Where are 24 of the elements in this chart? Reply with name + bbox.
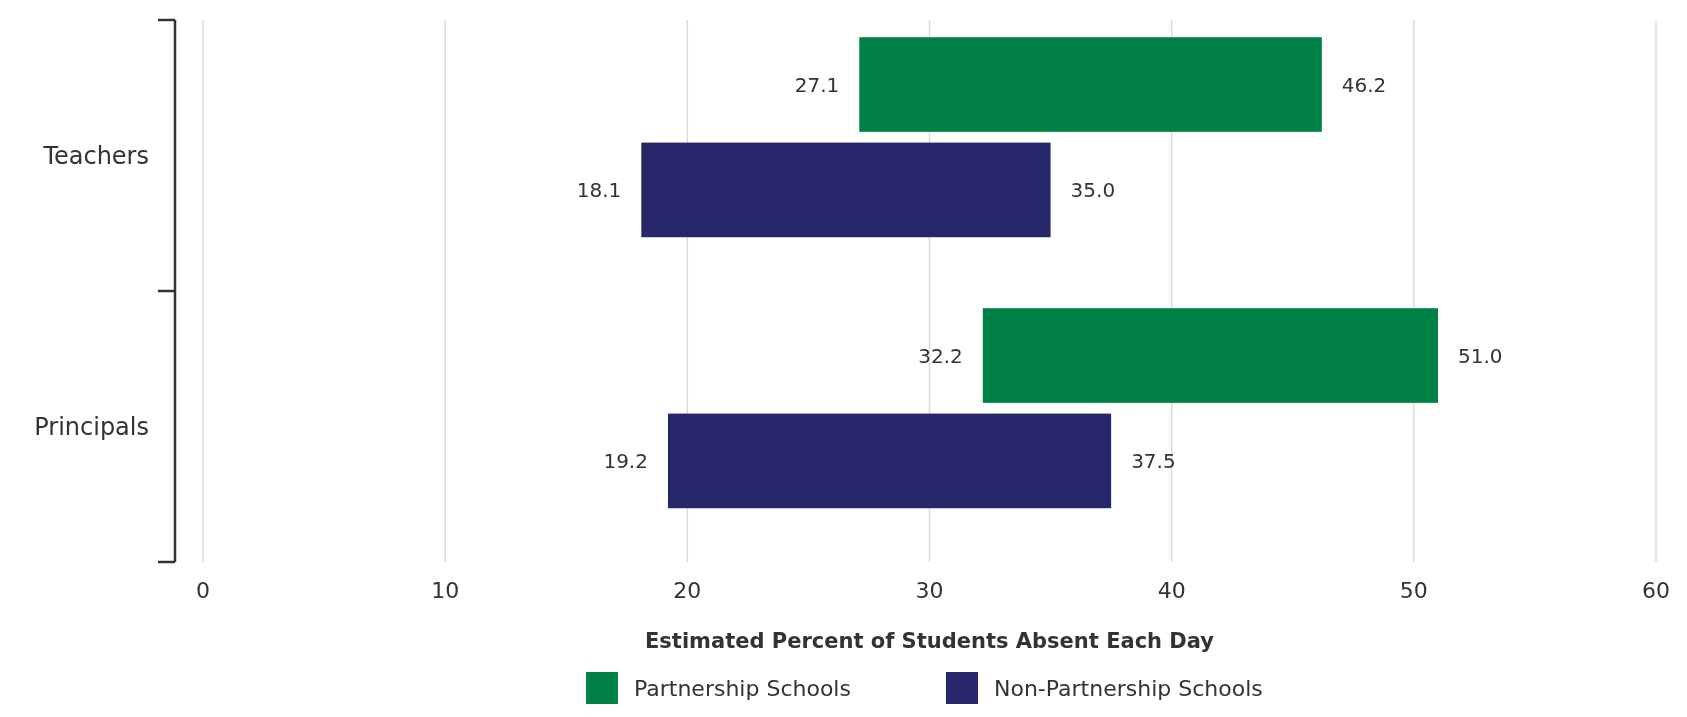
data-label: 51.0 [1458, 343, 1503, 368]
data-label: 37.5 [1131, 448, 1176, 473]
bar [859, 37, 1322, 132]
annotation: 27.1 [794, 72, 840, 97]
annotation: 18.1 [576, 177, 622, 202]
annotation: 19.2 [603, 448, 648, 473]
bar [982, 308, 1439, 403]
data-label: 35.0 [1070, 177, 1116, 202]
x-tick-label: 0 [196, 578, 210, 603]
x-tick-label: 50 [1399, 578, 1428, 603]
bar [641, 142, 1051, 238]
x-tick-label: 10 [431, 578, 460, 603]
x-tick-label: 40 [1157, 578, 1186, 603]
data-label: 46.2 [1341, 72, 1387, 97]
legend-label: Partnership Schools [634, 675, 851, 701]
bar [667, 413, 1112, 509]
x-tick-label: 30 [915, 578, 944, 603]
x-axis-title: Estimated Percent of Students Absent Each Day [645, 629, 1215, 653]
y-tick-label: Teachers [42, 141, 149, 170]
x-tick-label: 20 [673, 578, 702, 603]
annotation: 32.2 [918, 343, 963, 368]
y-tick-label: Principals [34, 412, 149, 441]
x-tick-label: 60 [1642, 578, 1670, 603]
legend-label: Non-Partnership Schools [994, 675, 1263, 701]
